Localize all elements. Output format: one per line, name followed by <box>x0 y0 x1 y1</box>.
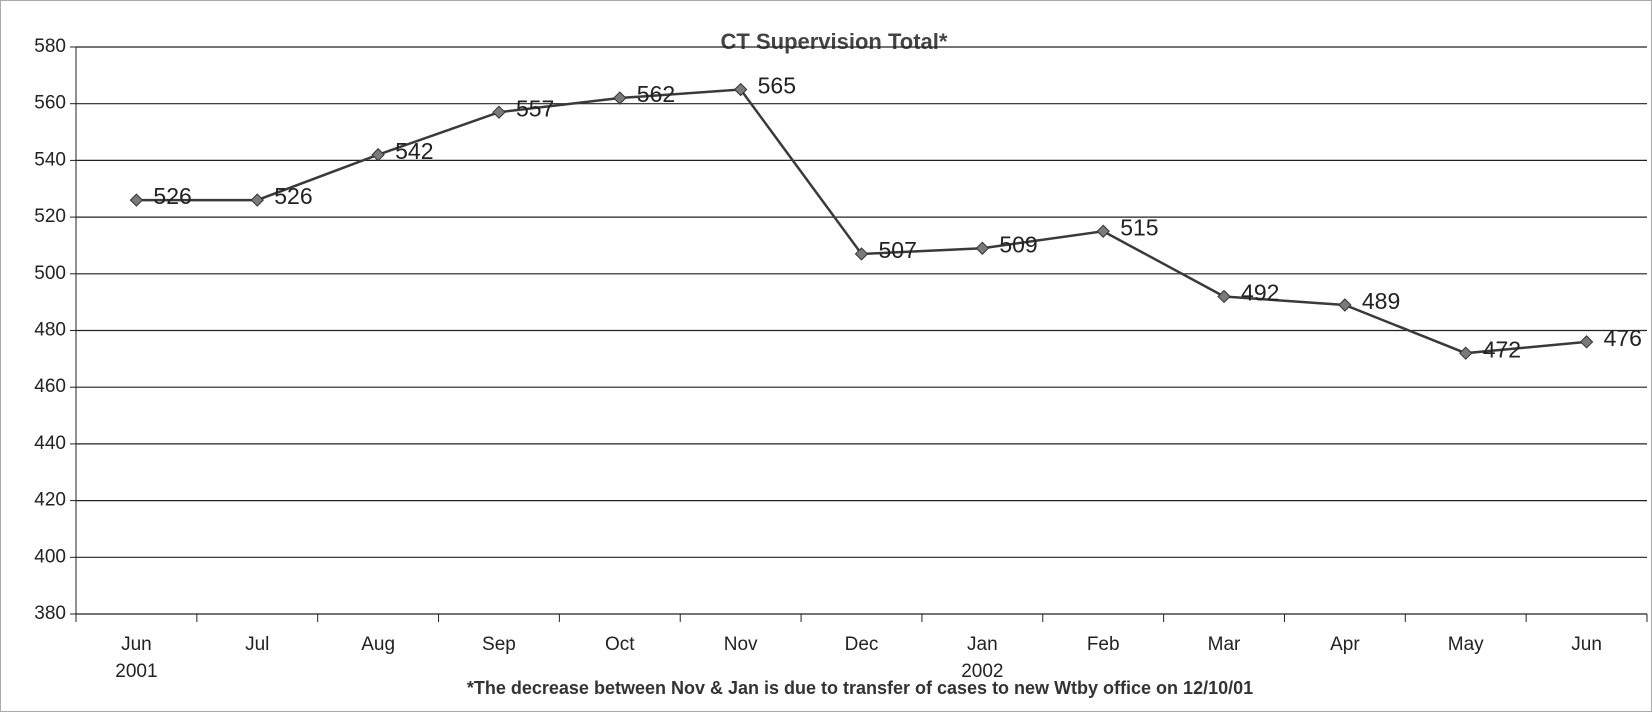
x-tick-label: Sep <box>482 634 516 655</box>
marker <box>250 193 264 207</box>
y-tick-label: 540 <box>34 149 66 170</box>
data-label: 476 <box>1604 325 1642 351</box>
marker <box>129 193 144 207</box>
x-tick-label: Nov <box>724 634 758 655</box>
x-tick-label: Jun <box>1571 634 1602 655</box>
x-tick-label: Jul <box>245 634 269 655</box>
marker <box>1096 224 1110 238</box>
y-tick-label: 580 <box>34 36 66 57</box>
x-tick-label: May <box>1448 634 1484 655</box>
marker <box>371 148 385 162</box>
data-label: 526 <box>153 183 191 209</box>
x-tick-label: Aug <box>361 634 395 655</box>
marker <box>975 241 990 255</box>
data-label: 542 <box>395 138 433 164</box>
marker <box>1217 289 1231 304</box>
x-year-label: 2002 <box>961 661 1003 682</box>
x-tick-label: Jan <box>967 634 998 655</box>
x-tick-label: Jun <box>121 634 152 655</box>
marker <box>613 91 627 105</box>
marker <box>854 247 869 261</box>
y-tick-label: 440 <box>34 433 66 454</box>
x-year-label: 2001 <box>115 661 157 682</box>
marker <box>1579 335 1594 349</box>
y-tick-label: 520 <box>34 206 66 227</box>
marker <box>1338 298 1352 312</box>
y-tick-label: 560 <box>34 93 66 114</box>
chart-title: CT Supervision Total* <box>721 29 948 54</box>
marker <box>492 105 506 119</box>
data-label: 507 <box>879 237 917 263</box>
y-tick-label: 480 <box>34 320 66 341</box>
y-tick-label: 500 <box>34 263 66 284</box>
y-tick-label: 400 <box>34 546 66 567</box>
marker <box>733 82 748 97</box>
y-tick-label: 460 <box>34 376 66 397</box>
y-tick-label: 420 <box>34 490 66 511</box>
x-tick-label: Oct <box>605 634 635 655</box>
x-tick-label: Dec <box>845 634 879 655</box>
data-label: 489 <box>1362 288 1400 314</box>
data-label: 492 <box>1241 280 1279 306</box>
data-label: 472 <box>1483 336 1521 362</box>
data-label: 515 <box>1120 214 1158 240</box>
annotation: *The decrease between Nov & Jan is due t… <box>467 678 1253 698</box>
x-tick-label: Feb <box>1087 634 1120 655</box>
x-tick-label: Mar <box>1208 634 1241 655</box>
data-label: 562 <box>637 81 675 107</box>
data-label: 509 <box>999 231 1037 257</box>
x-tick-label: Apr <box>1330 634 1360 655</box>
marker <box>1459 346 1473 360</box>
y-tick-label: 380 <box>34 603 66 624</box>
data-label: 526 <box>274 183 312 209</box>
data-label: 565 <box>758 73 796 99</box>
data-label: 557 <box>516 95 554 121</box>
